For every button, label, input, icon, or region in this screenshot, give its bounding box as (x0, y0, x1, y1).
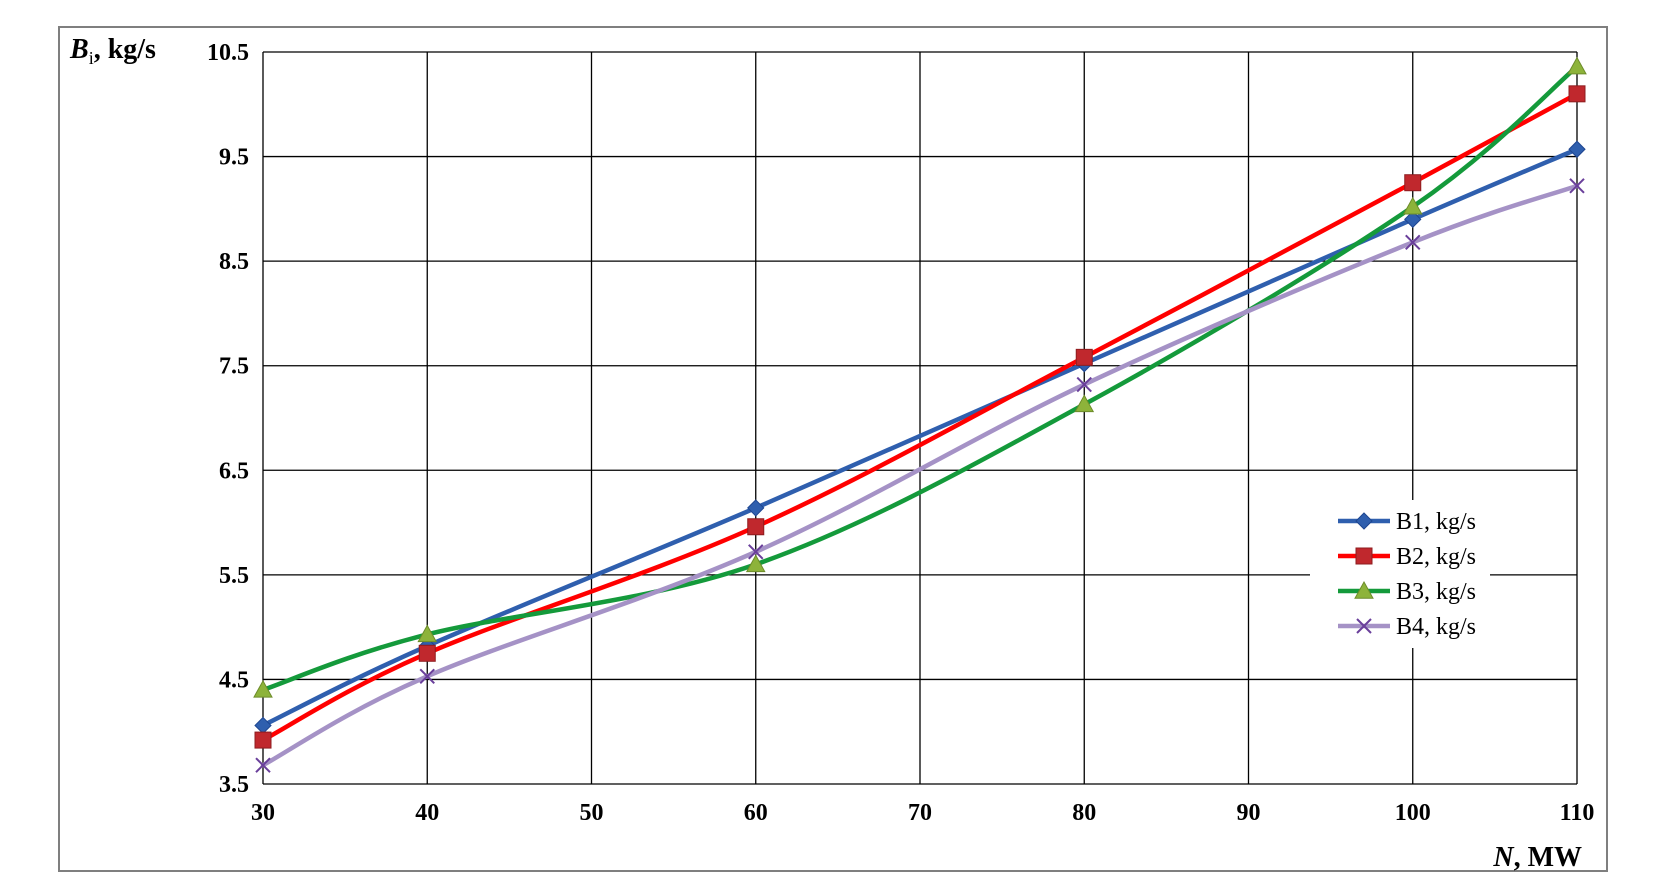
x-tick-label: 90 (1237, 800, 1261, 826)
marker-x-stroke (1356, 618, 1372, 634)
y-tick-label: 4.5 (219, 667, 249, 693)
y-tick-label: 8.5 (219, 249, 249, 275)
legend-background (1310, 500, 1490, 648)
tick-labels: 3.5 4.5 5.5 6.5 7.5 8.5 9.5 10.5 30 40 50 60 70 80 90 1… (207, 40, 1594, 826)
y-tick-label: 5.5 (219, 563, 249, 589)
data-point (255, 757, 271, 773)
x-axis-unit: , MW (1514, 842, 1582, 873)
data-point (1404, 174, 1422, 192)
legend-label: B3, kg/s (1396, 579, 1476, 605)
y-axis-subscript: i (89, 48, 94, 68)
legend-marker (1355, 547, 1373, 565)
legend-item: B4, kg/s (1338, 614, 1476, 640)
marker-x-stroke (1076, 376, 1092, 393)
x-tick-label: 30 (251, 800, 275, 826)
y-tick-label: 7.5 (219, 354, 249, 380)
data-point (1567, 56, 1587, 75)
marker-x-stroke (255, 757, 271, 773)
data-point (254, 731, 272, 749)
data-point (418, 644, 436, 662)
x-tick-label: 110 (1560, 800, 1595, 826)
x-tick-label: 40 (415, 800, 439, 826)
data-point (1569, 178, 1585, 194)
marker-x-stroke (419, 668, 435, 684)
x-tick-label: 50 (580, 800, 604, 826)
x-tick-label: 80 (1072, 800, 1096, 826)
data-point (1404, 210, 1422, 229)
series-3 (253, 56, 1587, 698)
data-point (1076, 376, 1092, 393)
x-tick-label: 100 (1395, 800, 1431, 826)
legend-marker (1354, 580, 1374, 599)
data-point (748, 544, 764, 560)
legend-label: B2, kg/s (1396, 544, 1476, 570)
x-axis-variable: N (1492, 842, 1515, 873)
legend: B1, kg/s B2, kg/s B3, kg/s B4, kg/s (1310, 500, 1490, 648)
data-point (1568, 140, 1586, 158)
x-tick-label: 60 (744, 800, 768, 826)
data-point (747, 518, 765, 536)
y-tick-label: 3.5 (219, 772, 249, 798)
data-point (417, 624, 438, 643)
data-point (1402, 196, 1423, 215)
y-axis-variable: B (69, 34, 89, 65)
legend-item: B3, kg/s (1338, 579, 1476, 605)
data-point (419, 668, 435, 684)
data-point (254, 716, 272, 735)
y-axis-title: Bi, kg/s (69, 34, 156, 68)
marker-x-stroke (748, 544, 764, 560)
marker-x-stroke (1405, 234, 1421, 251)
x-axis-title: N, MW (1492, 842, 1582, 873)
series-lines (253, 56, 1587, 773)
data-point (747, 499, 765, 517)
data-point (253, 679, 273, 698)
legend-label: B4, kg/s (1396, 614, 1476, 640)
legend-marker (1355, 512, 1373, 530)
legend-marker (1356, 618, 1372, 634)
y-axis-unit: , kg/s (94, 34, 156, 65)
legend-item: B2, kg/s (1338, 544, 1476, 570)
data-point (745, 554, 766, 573)
y-tick-label: 10.5 (207, 40, 249, 66)
series-2 (254, 85, 1586, 749)
y-tick-label: 9.5 (219, 145, 249, 171)
data-point (1568, 85, 1586, 103)
data-point (1074, 394, 1095, 413)
data-point (1075, 348, 1093, 366)
series-4 (255, 178, 1585, 773)
grid-lines (262, 51, 1578, 785)
marker-x-stroke (1569, 178, 1585, 194)
legend-item: B1, kg/s (1338, 509, 1476, 535)
x-tick-label: 70 (908, 800, 932, 826)
legend-label: B1, kg/s (1396, 509, 1476, 535)
data-point (1405, 234, 1421, 251)
y-tick-label: 6.5 (219, 458, 249, 484)
